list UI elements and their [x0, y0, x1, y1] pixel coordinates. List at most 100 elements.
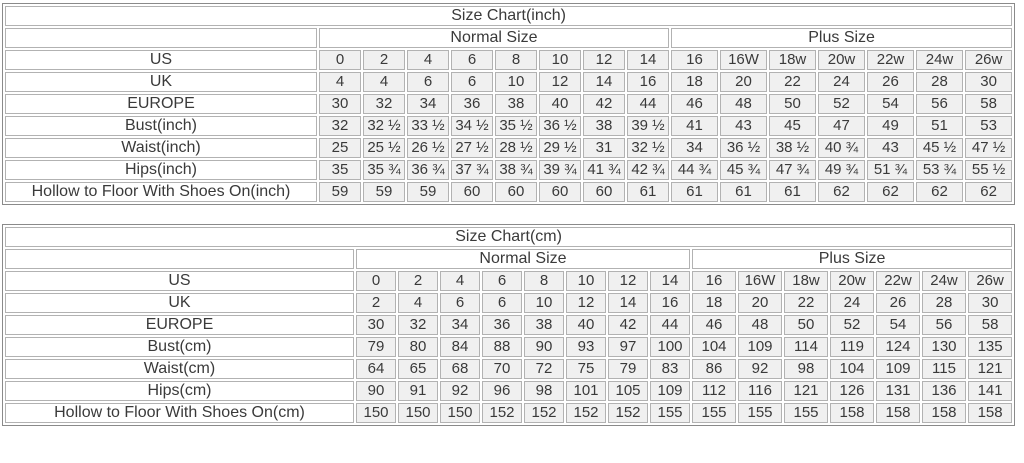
- size-cell: 116: [738, 381, 782, 401]
- size-cell: 49: [867, 116, 914, 136]
- size-cell: 86: [692, 359, 736, 379]
- size-cell: 155: [738, 403, 782, 423]
- size-cell: 90: [524, 337, 564, 357]
- size-cell: 40: [566, 315, 606, 335]
- size-cell: 58: [965, 94, 1013, 114]
- size-chart-inch-table: Size Chart(inch) Normal Size Plus Size US 0 2…: [2, 3, 1016, 205]
- size-cell: 46: [692, 315, 736, 335]
- size-cell: 152: [524, 403, 564, 423]
- row-label: Hollow to Floor With Shoes On(cm): [5, 403, 354, 423]
- size-cell: 155: [650, 403, 690, 423]
- size-cell: 32: [319, 116, 361, 136]
- table-row: Hollow to Floor With Shoes On(cm) 150 150 1…: [5, 403, 1013, 423]
- size-cell: 24: [830, 293, 874, 313]
- row-label: Hips(cm): [5, 381, 354, 401]
- size-cell: 61: [671, 182, 718, 202]
- size-cell: 80: [398, 337, 438, 357]
- size-cell: 56: [916, 94, 963, 114]
- group-header-normal-size: Normal Size: [356, 249, 690, 269]
- size-cell: 28 ½: [495, 138, 537, 158]
- row-label: US: [5, 50, 317, 70]
- size-cell: 131: [876, 381, 920, 401]
- size-cell: 60: [451, 182, 493, 202]
- table-title-row: Size Chart(inch): [5, 6, 1013, 26]
- size-cell: 36: [451, 94, 493, 114]
- size-cell: 60: [583, 182, 625, 202]
- size-cell: 38 ¾: [495, 160, 537, 180]
- size-cell: 24w: [922, 271, 966, 291]
- size-cell: 2: [398, 271, 438, 291]
- size-cell: 104: [692, 337, 736, 357]
- group-header-plus-size: Plus Size: [692, 249, 1013, 269]
- size-cell: 152: [608, 403, 648, 423]
- size-cell: 26: [876, 293, 920, 313]
- size-cell: 96: [482, 381, 522, 401]
- size-cell: 20w: [830, 271, 874, 291]
- size-cell: 16: [627, 72, 669, 92]
- size-cell: 33 ½: [407, 116, 449, 136]
- row-label: EUROPE: [5, 94, 317, 114]
- size-cell: 135: [968, 337, 1013, 357]
- size-cell: 4: [363, 72, 405, 92]
- size-cell: 28: [922, 293, 966, 313]
- size-cell: 105: [608, 381, 648, 401]
- group-header-row: Normal Size Plus Size: [5, 28, 1013, 48]
- size-cell: 38: [524, 315, 564, 335]
- size-cell: 60: [539, 182, 581, 202]
- size-cell: 126: [830, 381, 874, 401]
- size-cell: 6: [451, 50, 493, 70]
- size-cell: 61: [720, 182, 767, 202]
- group-header-plus-size: Plus Size: [671, 28, 1013, 48]
- size-cell: 26: [867, 72, 914, 92]
- size-cell: 65: [398, 359, 438, 379]
- size-cell: 20: [738, 293, 782, 313]
- size-cell: 2: [356, 293, 396, 313]
- size-cell: 112: [692, 381, 736, 401]
- size-cell: 34: [440, 315, 480, 335]
- size-cell: 34: [407, 94, 449, 114]
- table-row: EUROPE 30 32 34 36 38 40 42 44 46 48 50 52 54 56 58: [5, 94, 1013, 114]
- size-cell: 4: [319, 72, 361, 92]
- table-row: EUROPE 30 32 34 36 38 40 42 44 46 48 50 52 54 56 58: [5, 315, 1013, 335]
- size-cell: 98: [784, 359, 828, 379]
- row-label: Bust(cm): [5, 337, 354, 357]
- group-header-row: Normal Size Plus Size: [5, 249, 1013, 269]
- size-cell: 0: [356, 271, 396, 291]
- size-cell: 42: [583, 94, 625, 114]
- header-spacer-cell: [5, 28, 317, 48]
- size-cell: 8: [495, 50, 537, 70]
- size-cell: 18w: [769, 50, 816, 70]
- size-cell: 40: [539, 94, 581, 114]
- row-label: UK: [5, 72, 317, 92]
- size-cell: 64: [356, 359, 396, 379]
- size-cell: 32 ½: [627, 138, 669, 158]
- size-cell: 72: [524, 359, 564, 379]
- size-cell: 52: [818, 94, 865, 114]
- size-cell: 70: [482, 359, 522, 379]
- size-cell: 26w: [965, 50, 1013, 70]
- size-cell: 62: [965, 182, 1013, 202]
- size-cell: 53 ¾: [916, 160, 963, 180]
- size-cell: 50: [769, 94, 816, 114]
- size-cell: 14: [650, 271, 690, 291]
- size-cell: 26w: [968, 271, 1013, 291]
- size-cell: 16W: [738, 271, 782, 291]
- size-cell: 109: [738, 337, 782, 357]
- size-cell: 16W: [720, 50, 767, 70]
- size-cell: 158: [968, 403, 1013, 423]
- size-cell: 24: [818, 72, 865, 92]
- size-cell: 14: [608, 293, 648, 313]
- row-label: Bust(inch): [5, 116, 317, 136]
- size-cell: 36 ½: [539, 116, 581, 136]
- size-cell: 35 ¾: [363, 160, 405, 180]
- size-cell: 130: [922, 337, 966, 357]
- size-cell: 59: [363, 182, 405, 202]
- size-cell: 34 ½: [451, 116, 493, 136]
- size-cell: 32: [398, 315, 438, 335]
- table-row: UK 4 4 6 6 10 12 14 16 18 20 22 24 26 28 30: [5, 72, 1013, 92]
- size-cell: 6: [451, 72, 493, 92]
- size-cell: 54: [876, 315, 920, 335]
- size-cell: 152: [482, 403, 522, 423]
- size-cell: 90: [356, 381, 396, 401]
- size-cell: 12: [566, 293, 606, 313]
